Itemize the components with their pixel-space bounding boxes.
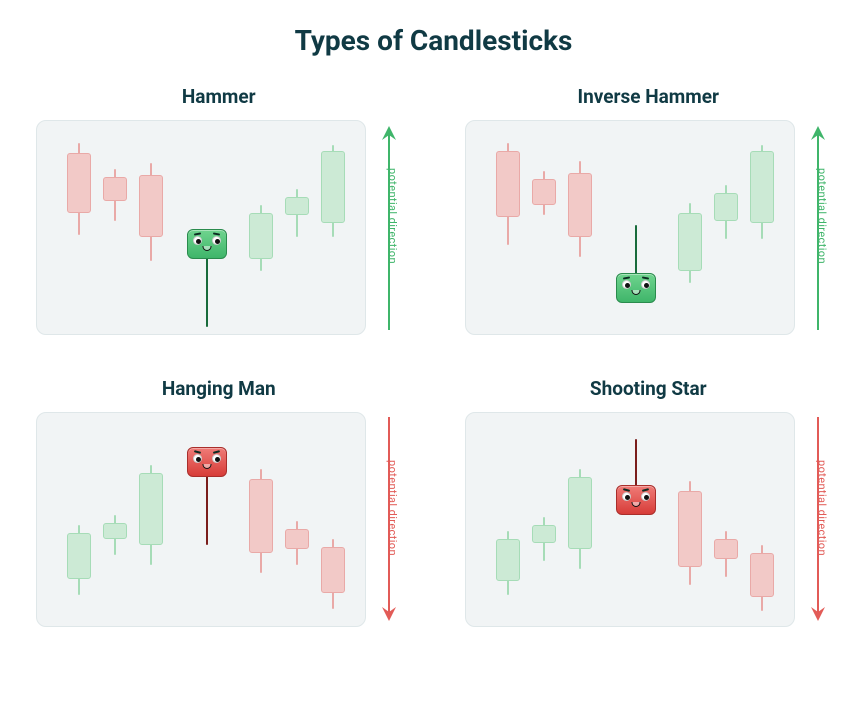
direction-label: potential direction	[815, 460, 828, 556]
candlestick	[678, 413, 702, 628]
candlestick	[714, 413, 738, 628]
panel-shooting_star: Shooting Star potential direction	[462, 377, 836, 627]
highlight-candlestick	[187, 413, 227, 628]
candlestick	[103, 413, 127, 628]
candlestick	[321, 413, 345, 628]
candlestick	[568, 413, 592, 628]
direction-label: potential direction	[815, 168, 828, 264]
panel-hammer: Hammer potential direction	[32, 85, 406, 335]
chart-card	[465, 120, 795, 335]
panel-hanging_man: Hanging Man potential direction	[32, 377, 406, 627]
candlestick	[532, 413, 556, 628]
chart-card	[36, 120, 366, 335]
chart-card	[36, 412, 366, 627]
direction-arrow: potential direction	[805, 120, 831, 335]
highlight-candlestick	[616, 121, 656, 336]
candlestick	[714, 121, 738, 336]
candlestick	[285, 413, 309, 628]
highlight-candlestick	[616, 413, 656, 628]
candlestick	[139, 413, 163, 628]
panels-grid: Hammer potential direction Inverse Hammer p…	[20, 85, 847, 627]
panel-title: Inverse Hammer	[578, 85, 719, 108]
candlestick	[496, 413, 520, 628]
direction-label: potential direction	[386, 168, 399, 264]
candlestick	[532, 121, 556, 336]
direction-arrow: potential direction	[805, 412, 831, 627]
candlestick	[249, 413, 273, 628]
candlestick	[568, 121, 592, 336]
panel-title: Hanging Man	[162, 377, 276, 400]
candlestick	[321, 121, 345, 336]
candlestick	[249, 121, 273, 336]
chart-card	[465, 412, 795, 627]
page-title: Types of Candlesticks	[20, 24, 847, 57]
panel-title: Hammer	[182, 85, 256, 108]
panel-inverse_hammer: Inverse Hammer potential direction	[462, 85, 836, 335]
direction-label: potential direction	[386, 460, 399, 556]
panel-title: Shooting Star	[590, 377, 707, 400]
candlestick	[139, 121, 163, 336]
direction-arrow: potential direction	[376, 412, 402, 627]
candlestick	[496, 121, 520, 336]
candlestick	[67, 121, 91, 336]
direction-arrow: potential direction	[376, 120, 402, 335]
candlestick	[750, 121, 774, 336]
candlestick	[750, 413, 774, 628]
candlestick	[678, 121, 702, 336]
candlestick	[67, 413, 91, 628]
highlight-candlestick	[187, 121, 227, 336]
candlestick	[103, 121, 127, 336]
candlestick	[285, 121, 309, 336]
